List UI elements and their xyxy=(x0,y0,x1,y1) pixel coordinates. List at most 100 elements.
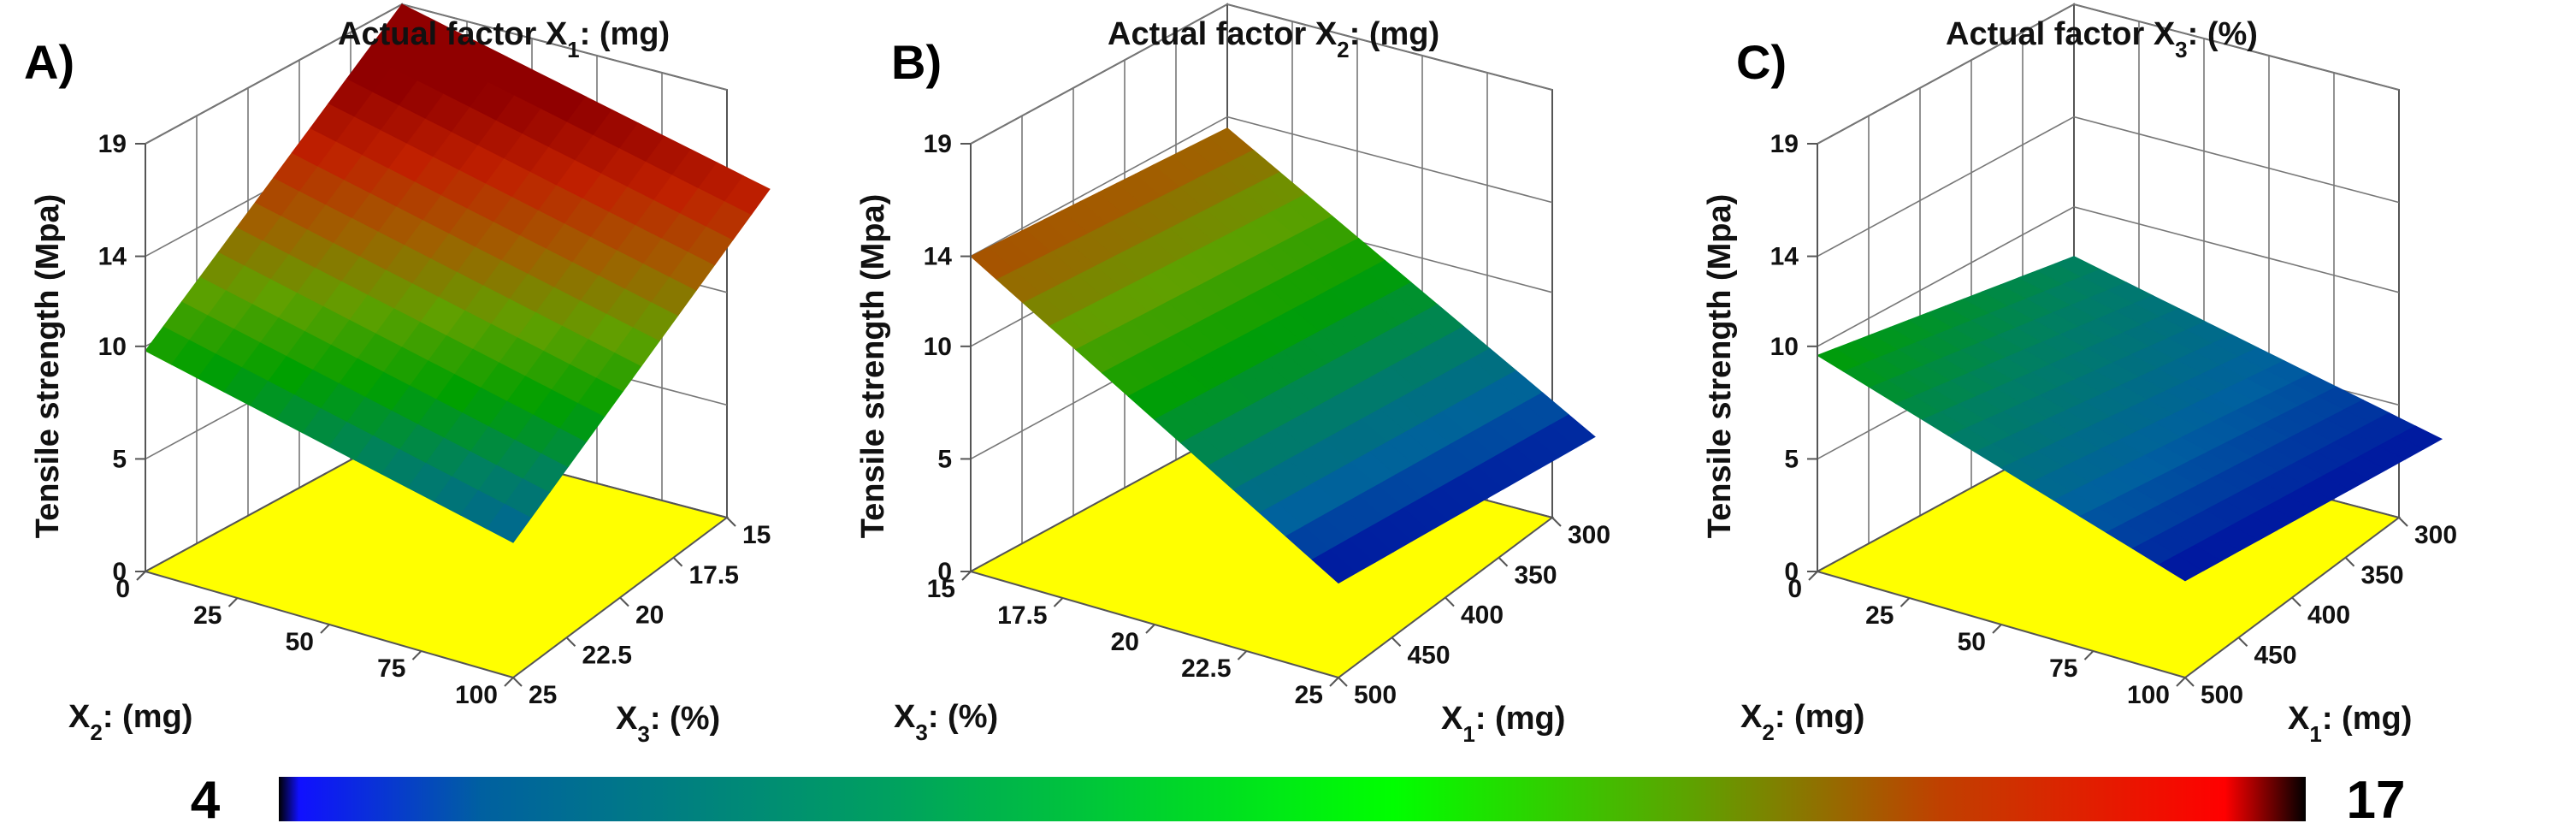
z-tick-label: 19 xyxy=(1770,130,1799,158)
right-axis-tick-mark xyxy=(1391,637,1402,647)
left-axis-tick-label: 25 xyxy=(1295,681,1323,709)
right-axis-tick-label: 450 xyxy=(2254,641,2297,669)
left-axis-label: X2: (mg) xyxy=(68,699,192,745)
panel-title-post: : (mg) xyxy=(1350,16,1440,52)
right-axis-tick-mark xyxy=(672,557,683,567)
surface-panel-1: 0 5 10 14 19 Tensile strength (Mpa) 0 25 50 75 100… xyxy=(24,3,771,747)
z-tick-label: 14 xyxy=(98,243,127,271)
right-axis-tick-mark xyxy=(1498,557,1509,567)
panel-letter: C) xyxy=(1736,35,1787,89)
left-axis-tick-mark xyxy=(504,677,514,687)
wall-gridline xyxy=(970,115,1553,258)
panel-title-post: : (mg) xyxy=(580,16,671,52)
right-axis-label-sub: 1 xyxy=(2309,721,2321,747)
right-axis-tick-label: 450 xyxy=(1408,641,1450,669)
z-tick-label: 0 xyxy=(1784,558,1799,586)
left-axis-tick-label: 75 xyxy=(2049,654,2077,683)
z-axis-label: Tensile strength (Mpa) xyxy=(1702,194,1738,539)
z-tick-label: 10 xyxy=(98,333,127,361)
z-tick-label: 0 xyxy=(112,558,127,586)
panel-letter: B) xyxy=(891,35,942,89)
z-tick-label: 19 xyxy=(924,130,952,158)
left-axis-tick-label: 25 xyxy=(193,601,222,630)
colorbar-min-label: 4 xyxy=(191,771,221,830)
right-axis-label-sub: 3 xyxy=(637,721,649,747)
right-axis-tick-mark xyxy=(726,517,736,527)
z-axis-label: Tensile strength (Mpa) xyxy=(30,194,66,539)
z-tick-label: 10 xyxy=(1770,333,1799,361)
right-axis-tick-mark xyxy=(1551,517,1562,527)
left-axis-tick-mark xyxy=(1145,624,1155,634)
right-axis-tick-mark xyxy=(619,596,629,607)
right-axis-tick-mark xyxy=(1445,596,1455,607)
panel-title-post: : (%) xyxy=(2188,16,2258,52)
left-axis-tick-label: 100 xyxy=(455,681,498,709)
z-axis-label: Tensile strength (Mpa) xyxy=(855,194,891,539)
wall-gridline xyxy=(1817,115,2400,258)
left-axis-label: X2: (mg) xyxy=(1740,699,1864,745)
left-axis-label: X3: (%) xyxy=(894,699,998,745)
left-axis-tick-label: 75 xyxy=(377,654,405,683)
right-axis-tick-label: 15 xyxy=(742,521,771,549)
left-axis-label-post: : (mg) xyxy=(103,699,193,735)
right-axis-tick-mark xyxy=(1338,677,1348,687)
right-axis-tick-mark xyxy=(512,677,523,687)
right-axis-tick-label: 17.5 xyxy=(689,561,739,589)
right-axis-tick-mark xyxy=(2344,557,2355,567)
panel-title: Actual factor X2: (mg) xyxy=(1108,16,1439,62)
left-axis-tick-mark xyxy=(2176,677,2186,687)
z-tick-label: 14 xyxy=(924,243,953,271)
z-tick-label: 5 xyxy=(1784,445,1799,473)
panel-title: Actual factor X1: (mg) xyxy=(338,16,670,62)
left-axis-tick-mark xyxy=(1053,597,1064,607)
z-tick-label: 19 xyxy=(98,130,127,158)
right-axis-tick-label: 500 xyxy=(2201,681,2243,709)
response-surface xyxy=(1816,256,2443,582)
panel-letter: A) xyxy=(24,35,74,89)
z-tick-label: 5 xyxy=(112,445,127,473)
z-tick-label: 5 xyxy=(937,445,952,473)
right-axis-label-post: : (mg) xyxy=(2322,701,2413,737)
left-axis-label-post: : (mg) xyxy=(1775,699,1865,735)
left-axis-tick-label: 0 xyxy=(1787,575,1802,603)
panel-title-main: Actual factor X xyxy=(1108,16,1338,52)
right-axis-tick-label: 500 xyxy=(1354,681,1397,709)
right-axis-label: X3: (%) xyxy=(616,701,720,747)
left-axis-tick-mark xyxy=(1992,624,2002,634)
right-axis-tick-label: 22.5 xyxy=(582,641,632,669)
surface-cell xyxy=(2396,425,2443,450)
wall-gridline xyxy=(1817,205,2400,347)
right-axis-tick-label: 400 xyxy=(1461,601,1504,630)
left-axis-tick-label: 50 xyxy=(286,628,314,656)
left-axis-tick-mark xyxy=(1329,677,1339,687)
left-axis-tick-mark xyxy=(1237,650,1248,660)
panel-title-main: Actual factor X xyxy=(338,16,568,52)
z-tick-label: 14 xyxy=(1770,243,1799,271)
panel-title-sub: 1 xyxy=(567,37,579,62)
right-axis-tick-label: 350 xyxy=(2361,561,2404,589)
surface-cell xyxy=(1550,414,1596,448)
right-axis-tick-mark xyxy=(2291,596,2301,607)
right-axis-label: X1: (mg) xyxy=(2288,701,2412,747)
panel-title-sub: 2 xyxy=(1337,37,1349,62)
left-axis-tick-label: 22.5 xyxy=(1181,654,1231,683)
wall-gridline xyxy=(970,3,1553,145)
right-axis-label-main: X xyxy=(1441,701,1463,737)
surface-panel-3: 0 5 10 14 19 Tensile strength (Mpa) 0 25 50 75 100… xyxy=(1702,3,2457,747)
right-axis-tick-label: 20 xyxy=(635,601,664,630)
right-axis-tick-mark xyxy=(2237,637,2248,647)
right-axis-label-main: X xyxy=(616,701,638,737)
z-tick-label: 0 xyxy=(937,558,952,586)
panel-title-main: Actual factor X xyxy=(1946,16,2176,52)
left-axis-tick-mark xyxy=(320,624,330,634)
left-axis-label-post: : (%) xyxy=(928,699,998,735)
left-axis-tick-mark xyxy=(1900,597,1911,607)
left-axis-tick-mark xyxy=(961,571,972,581)
panel-title: Actual factor X3: (%) xyxy=(1946,16,2258,62)
left-axis-label-main: X xyxy=(894,699,916,735)
left-axis-tick-label: 0 xyxy=(115,575,130,603)
left-axis-tick-label: 20 xyxy=(1111,628,1139,656)
right-axis-label: X1: (mg) xyxy=(1441,701,1565,747)
right-axis-tick-label: 400 xyxy=(2307,601,2350,630)
